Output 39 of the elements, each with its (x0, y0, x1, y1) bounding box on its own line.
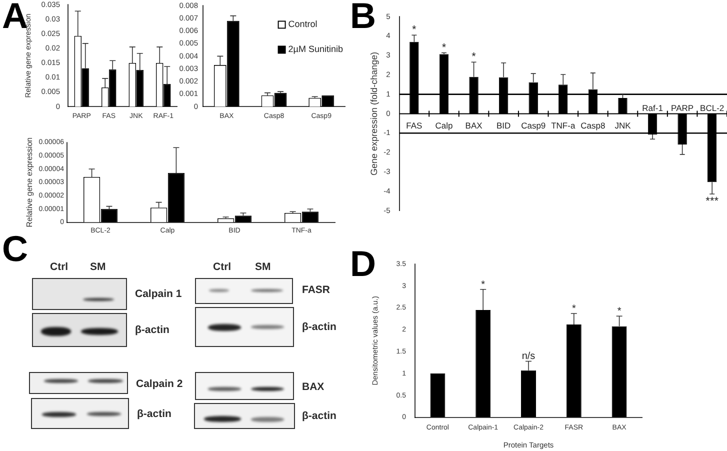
text: BAX (302, 381, 324, 393)
text: Calpain 2 (136, 378, 183, 390)
annotation: * (412, 24, 418, 36)
x-tick-label: Calp (435, 120, 453, 130)
legend-label: Control (288, 19, 318, 30)
annotation: * (572, 303, 576, 314)
text: β-actin (137, 408, 172, 420)
chart-title: B (350, 0, 376, 36)
annotation: n/s (522, 351, 536, 362)
x-tick-label: Casp9 (521, 120, 546, 130)
x-tick-label: BID (496, 120, 511, 130)
x-tick-label: FAS (406, 120, 423, 130)
x-tick-label: Raf-1 (642, 102, 664, 113)
annotation: * (481, 279, 486, 290)
y-axis-title: Relative gene expression (25, 137, 34, 228)
y-axis-title: Gene expression (fold-change) (368, 52, 379, 176)
text: Ctrl (50, 261, 68, 273)
text: β-actin (135, 324, 170, 336)
x-tick-label: Casp8 (580, 120, 606, 130)
x-tick-label: BAX (465, 120, 483, 130)
annotation: * (472, 51, 477, 64)
text: FASR (302, 284, 330, 296)
x-tick-label: TNF-a (551, 120, 576, 130)
x-tick-label: PARP (671, 102, 694, 113)
x-tick-label: BCL-2 (700, 102, 724, 113)
annotation: *** (706, 196, 720, 208)
text: Ctrl (213, 261, 232, 273)
text: β-actin (302, 321, 336, 333)
text: Calpain 1 (135, 288, 182, 300)
annotation: * (442, 42, 447, 54)
text: SM (255, 261, 271, 273)
text: C (2, 228, 28, 269)
chart-title: A (2, 0, 28, 36)
x-tick-label: JNK (614, 120, 632, 130)
text: β-actin (302, 410, 336, 422)
annotation: * (617, 306, 622, 318)
text: SM (90, 261, 106, 273)
legend-label: 2µM Sunitinib (288, 44, 344, 54)
chart-title: D (350, 243, 376, 284)
